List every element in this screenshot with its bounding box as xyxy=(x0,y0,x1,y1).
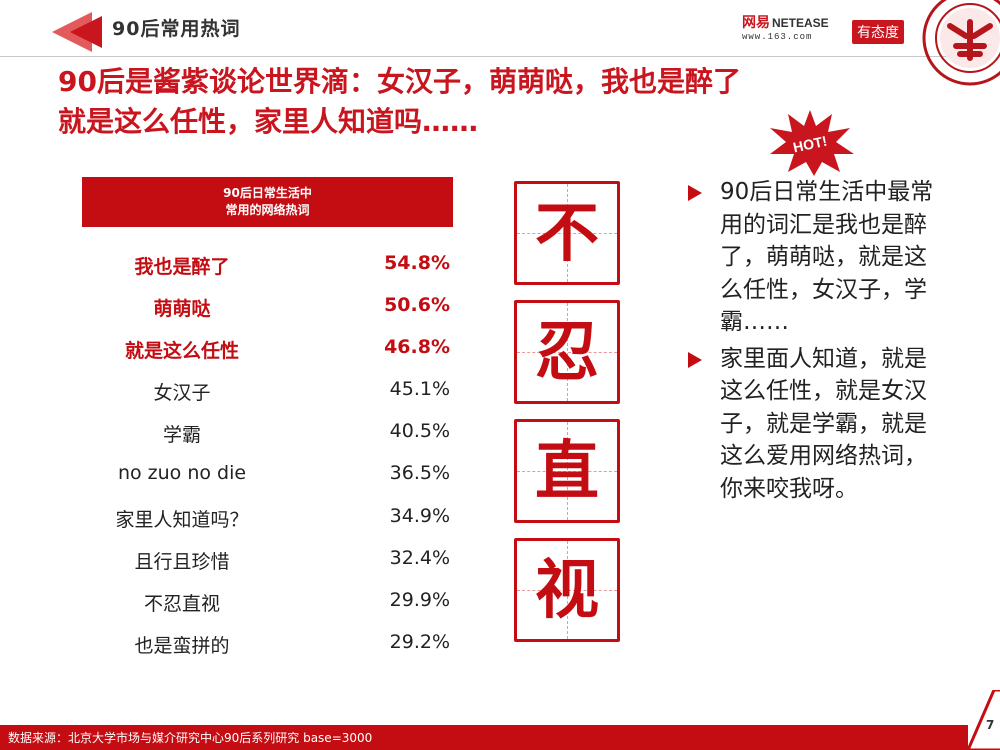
headline: 90后是酱紫谈论世界滴：女汉子，萌萌哒，我也是醉了 就是这么任性，家里人知道吗…… xyxy=(58,62,958,142)
table-row: no zuo no die 36.5% xyxy=(82,454,453,496)
bullet-item: 90后日常生活中最常用的词汇是我也是醉了，萌萌哒，就是这么任性，女汉子，学霸…… xyxy=(688,176,938,339)
table-header-line-2: 常用的网络热词 xyxy=(225,203,310,217)
netease-wordmark: 网易 NETEASE xyxy=(742,12,848,32)
char-box-zhi: 直 xyxy=(514,419,620,523)
netease-en: NETEASE xyxy=(772,16,829,30)
page-corner-icon xyxy=(966,690,1000,750)
table-row: 不忍直视 29.9% xyxy=(82,581,453,623)
box-char: 视 xyxy=(535,553,599,628)
row-term: 萌萌哒 xyxy=(153,298,211,321)
row-term: 就是这么任性 xyxy=(124,340,239,363)
row-percent: 40.5% xyxy=(389,420,450,443)
table-row: 且行且珍惜 32.4% xyxy=(82,539,453,581)
row-term: 且行且珍惜 xyxy=(134,550,230,573)
university-seal-icon xyxy=(922,0,1000,86)
box-guide-v xyxy=(567,541,568,639)
youtaidu-badge: 有态度 xyxy=(852,20,904,44)
box-guide-v xyxy=(567,422,568,520)
section-title: 90后常用热词 xyxy=(112,18,241,40)
char-box-shi: 视 xyxy=(514,538,620,642)
table-row: 学霸 40.5% xyxy=(82,412,453,454)
row-term: 家里人知道吗？ xyxy=(115,508,249,531)
row-percent: 29.9% xyxy=(389,588,450,611)
hot-words-table: 我也是醉了 54.8% 萌萌哒 50.6% 就是这么任性 46.8% 女汉子 4… xyxy=(82,244,453,665)
table-row: 我也是醉了 54.8% xyxy=(82,244,453,286)
row-term: 女汉子 xyxy=(153,382,211,405)
row-percent: 54.8% xyxy=(384,252,450,274)
table-row: 也是蛮拼的 29.2% xyxy=(82,623,453,665)
box-guide-v xyxy=(567,303,568,401)
row-percent: 36.5% xyxy=(389,462,450,485)
bullet-triangle-icon xyxy=(688,351,702,368)
bullet-list: 90后日常生活中最常用的词汇是我也是醉了，萌萌哒，就是这么任性，女汉子，学霸……… xyxy=(688,176,938,509)
footer-bar: 数据来源：北京大学市场与媒介研究中心90后系列研究 base=3000 xyxy=(0,725,968,750)
box-char: 直 xyxy=(535,434,599,509)
bullet-item: 家里面人知道，就是这么任性，就是女汉子，就是学霸，就是这么爱用网络热词，你来咬我… xyxy=(688,343,938,506)
row-term: 不忍直视 xyxy=(143,592,220,615)
row-term: 我也是醉了 xyxy=(134,256,230,278)
row-percent: 46.8% xyxy=(384,336,450,359)
row-percent: 29.2% xyxy=(389,630,450,653)
row-percent: 45.1% xyxy=(389,378,450,401)
hot-badge-text: HOT! xyxy=(792,133,829,156)
data-source: 数据来源：北京大学市场与媒介研究中心90后系列研究 base=3000 xyxy=(8,731,373,745)
page-number: 7 xyxy=(986,718,995,732)
table-row: 萌萌哒 50.6% xyxy=(82,286,453,328)
netease-cn: 网易 xyxy=(742,15,770,31)
row-percent: 34.9% xyxy=(389,504,450,527)
bullet-text: 90后日常生活中最常用的词汇是我也是醉了，萌萌哒，就是这么任性，女汉子，学霸…… xyxy=(720,179,934,335)
table-row: 女汉子 45.1% xyxy=(82,370,453,412)
row-term: 也是蛮拼的 xyxy=(134,634,230,657)
hot-badge-icon: HOT! xyxy=(770,110,854,176)
table-row: 就是这么任性 46.8% xyxy=(82,328,453,370)
row-term: no zuo no die xyxy=(117,462,247,485)
table-header-line-1: 90后日常生活中 xyxy=(223,186,312,200)
header-divider xyxy=(0,56,948,57)
headline-line-1: 90后是酱紫谈论世界滴：女汉子，萌萌哒，我也是醉了 xyxy=(58,65,741,98)
box-guide-v xyxy=(567,184,568,282)
box-char: 忍 xyxy=(535,315,599,390)
char-box-bu: 不 xyxy=(514,181,620,285)
bullet-text: 家里面人知道，就是这么任性，就是女汉子，就是学霸，就是这么爱用网络热词，你来咬我… xyxy=(720,345,927,502)
row-percent: 50.6% xyxy=(384,294,450,317)
netease-url: www.163.com xyxy=(742,32,813,42)
section-arrow-icon xyxy=(52,12,102,52)
char-box-ren: 忍 xyxy=(514,300,620,404)
headline-line-2: 就是这么任性，家里人知道吗…… xyxy=(58,105,479,138)
table-row: 家里人知道吗？ 34.9% xyxy=(82,497,453,539)
netease-logo: 网易 NETEASE www.163.com xyxy=(742,12,848,42)
table-header: 90后日常生活中 常用的网络热词 xyxy=(82,177,453,227)
row-percent: 32.4% xyxy=(389,546,450,569)
row-term: 学霸 xyxy=(162,424,201,447)
box-char: 不 xyxy=(535,196,599,271)
bullet-triangle-icon xyxy=(688,185,702,201)
